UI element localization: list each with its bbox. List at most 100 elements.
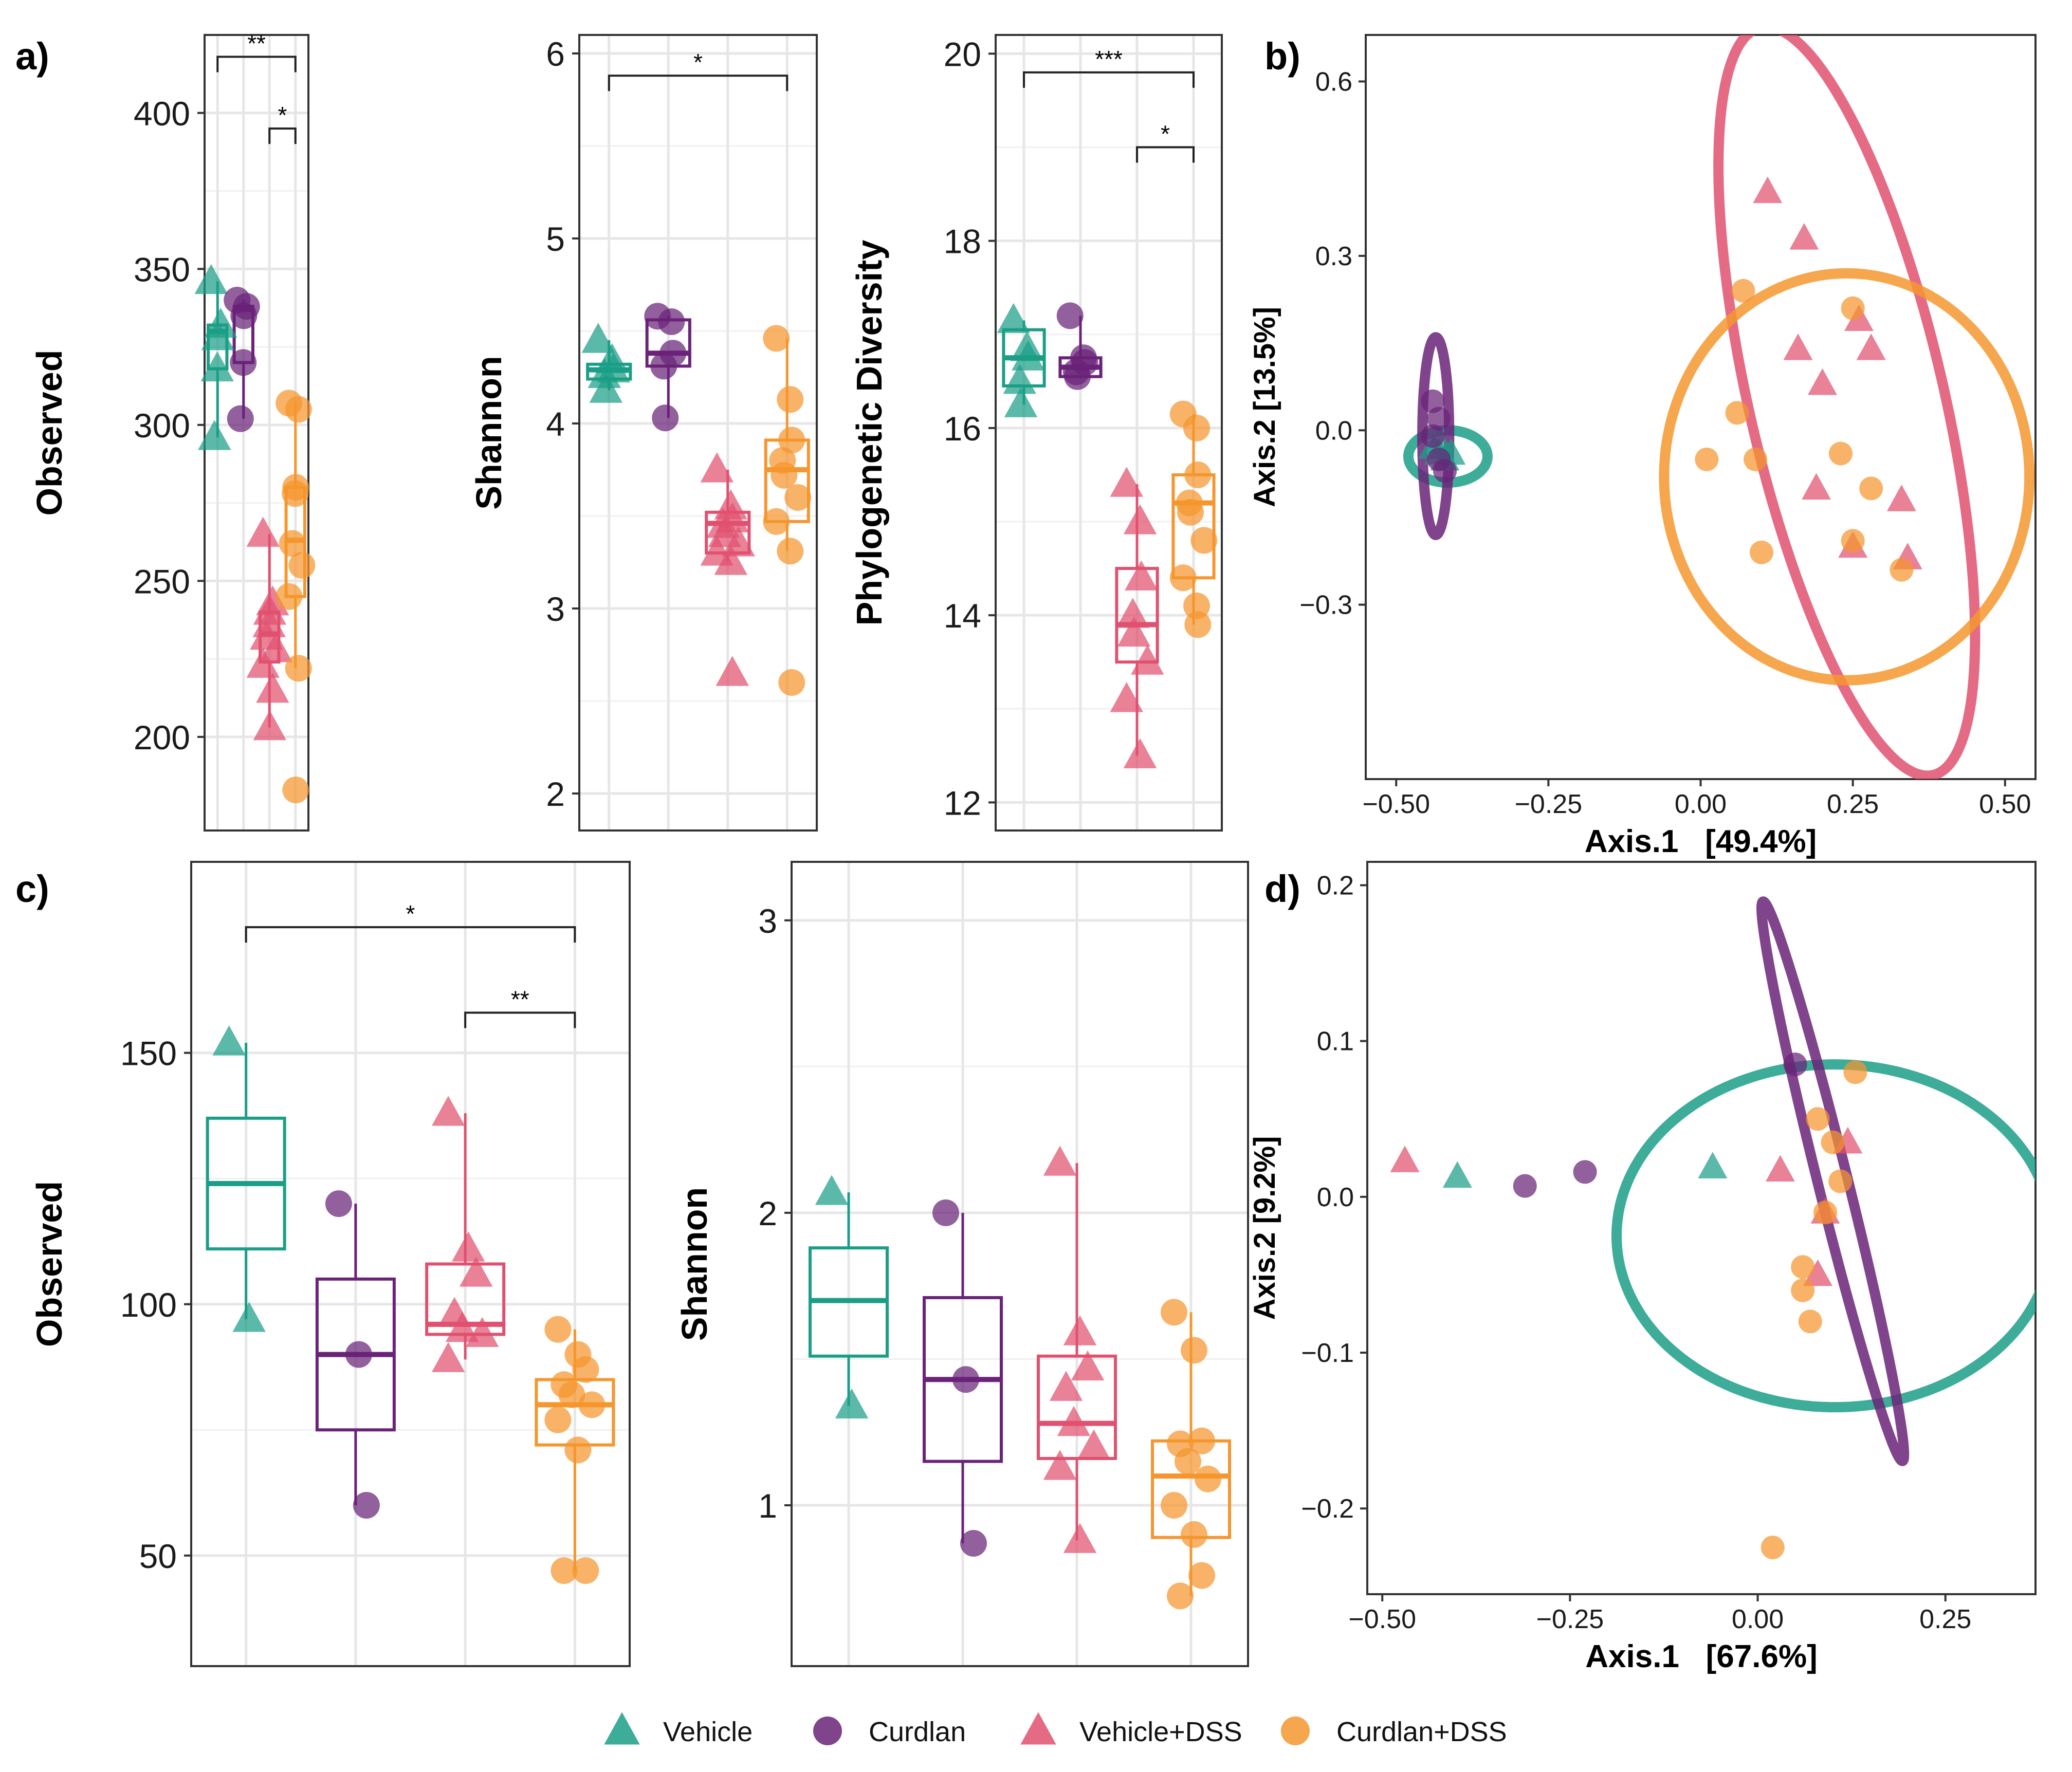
data-point (1573, 1160, 1597, 1184)
x-tick-label: 0.00 (1675, 789, 1727, 819)
data-point (1886, 485, 1916, 511)
data-point (1841, 296, 1865, 320)
data-point (1802, 473, 1831, 500)
legend-key-triangle-icon (1020, 1712, 1056, 1745)
data-point (1063, 1315, 1097, 1345)
data-point (1167, 1582, 1194, 1610)
data-point (1043, 1450, 1077, 1480)
y-axis-label: Axis.2 [13.5%] (1248, 307, 1281, 507)
data-point (1791, 1255, 1815, 1279)
data-point (1695, 447, 1719, 471)
plot-area (1366, 35, 2036, 779)
data-point (259, 632, 293, 662)
data-point (1859, 476, 1883, 501)
data-point (1056, 302, 1084, 329)
data-point (1116, 598, 1149, 628)
data-point (1071, 1350, 1105, 1381)
legend-key-circle-icon (813, 1716, 842, 1745)
data-point (777, 386, 804, 413)
legend-key-triangle-icon (604, 1712, 640, 1745)
data-point (1183, 414, 1210, 441)
x-tick-label: 0.50 (1979, 789, 2031, 819)
significance-label: ** (247, 30, 266, 57)
data-point (1753, 176, 1783, 204)
y-tick-label: 14 (944, 597, 981, 635)
legend-item: Curdlan (813, 1716, 966, 1747)
data-point (932, 1199, 959, 1226)
data-point (581, 323, 615, 353)
y-tick-label: 200 (134, 718, 190, 756)
y-tick-label: 0.6 (1315, 67, 1352, 97)
data-point (246, 648, 280, 678)
y-tick-label: −0.2 (1301, 1494, 1354, 1524)
data-point (246, 516, 280, 547)
data-point (572, 1557, 599, 1584)
data-point (431, 1342, 465, 1372)
data-point (658, 308, 685, 335)
data-point (1110, 682, 1143, 712)
data-point (1828, 441, 1853, 466)
data-point (1012, 340, 1045, 371)
significance-label: * (1161, 121, 1170, 147)
data-point (960, 1529, 987, 1557)
data-point (1725, 401, 1749, 425)
data-point (1184, 611, 1212, 638)
data-point (1169, 564, 1197, 592)
data-point (700, 452, 734, 483)
plot-area (205, 35, 308, 830)
data-point (1161, 1492, 1187, 1519)
data-point (1123, 504, 1157, 534)
data-point (1181, 1521, 1207, 1548)
y-tick-label: 20 (944, 35, 981, 73)
y-tick-label: 400 (134, 95, 190, 133)
significance-label: ** (511, 986, 529, 1012)
y-tick-label: −0.3 (1299, 590, 1352, 620)
data-point (431, 1096, 465, 1126)
data-point (1131, 644, 1164, 675)
y-tick-label: 18 (944, 223, 981, 261)
data-point (1749, 540, 1773, 564)
data-point (1064, 363, 1091, 390)
significance-bracket (1023, 71, 1195, 88)
data-point (353, 1492, 380, 1519)
confidence-ellipse-Curdlan+DSS (1659, 268, 2035, 686)
y-tick-label: 16 (944, 410, 981, 448)
data-point (1789, 223, 1819, 250)
data-point (815, 1175, 849, 1205)
legend-item: Vehicle+DSS (1020, 1712, 1242, 1747)
data-point (1161, 1299, 1187, 1326)
y-axis-label: Observed (29, 350, 69, 516)
data-point (1421, 424, 1445, 448)
data-point (1442, 1161, 1472, 1188)
data-point (1175, 1448, 1201, 1475)
x-tick-label: −0.50 (1362, 789, 1430, 819)
data-point (1841, 529, 1865, 553)
y-tick-label: 0.3 (1315, 242, 1352, 271)
panel-border (1366, 861, 2037, 1595)
significance-bracket (464, 1011, 576, 1028)
data-point (345, 1341, 372, 1368)
y-tick-label: 12 (944, 784, 981, 822)
data-point (952, 1366, 979, 1393)
data-point (714, 545, 747, 575)
x-axis-label: Axis.1 [49.4%] (1585, 824, 1817, 859)
x-tick-label: 0.25 (1827, 789, 1879, 819)
data-point (564, 1436, 592, 1464)
plot-area (579, 35, 817, 830)
chart-c2: 1 2 3 Shannon (674, 861, 1249, 1667)
x-tick-label: −0.25 (1515, 789, 1583, 819)
data-point (1890, 558, 1914, 582)
data-point (784, 484, 812, 511)
y-tick-label: −0.1 (1301, 1338, 1354, 1368)
box-Vehicle+DSS (1037, 1354, 1117, 1460)
data-point (835, 1388, 869, 1419)
data-point (212, 1025, 246, 1056)
data-point (1125, 560, 1158, 590)
y-tick-label: 1 (758, 1487, 777, 1525)
significance-bracket (268, 127, 297, 144)
y-tick-label: 0.1 (1317, 1027, 1354, 1057)
data-point (1003, 363, 1036, 394)
panel-label-b: b) (1264, 35, 1300, 78)
data-point (1765, 1155, 1795, 1182)
